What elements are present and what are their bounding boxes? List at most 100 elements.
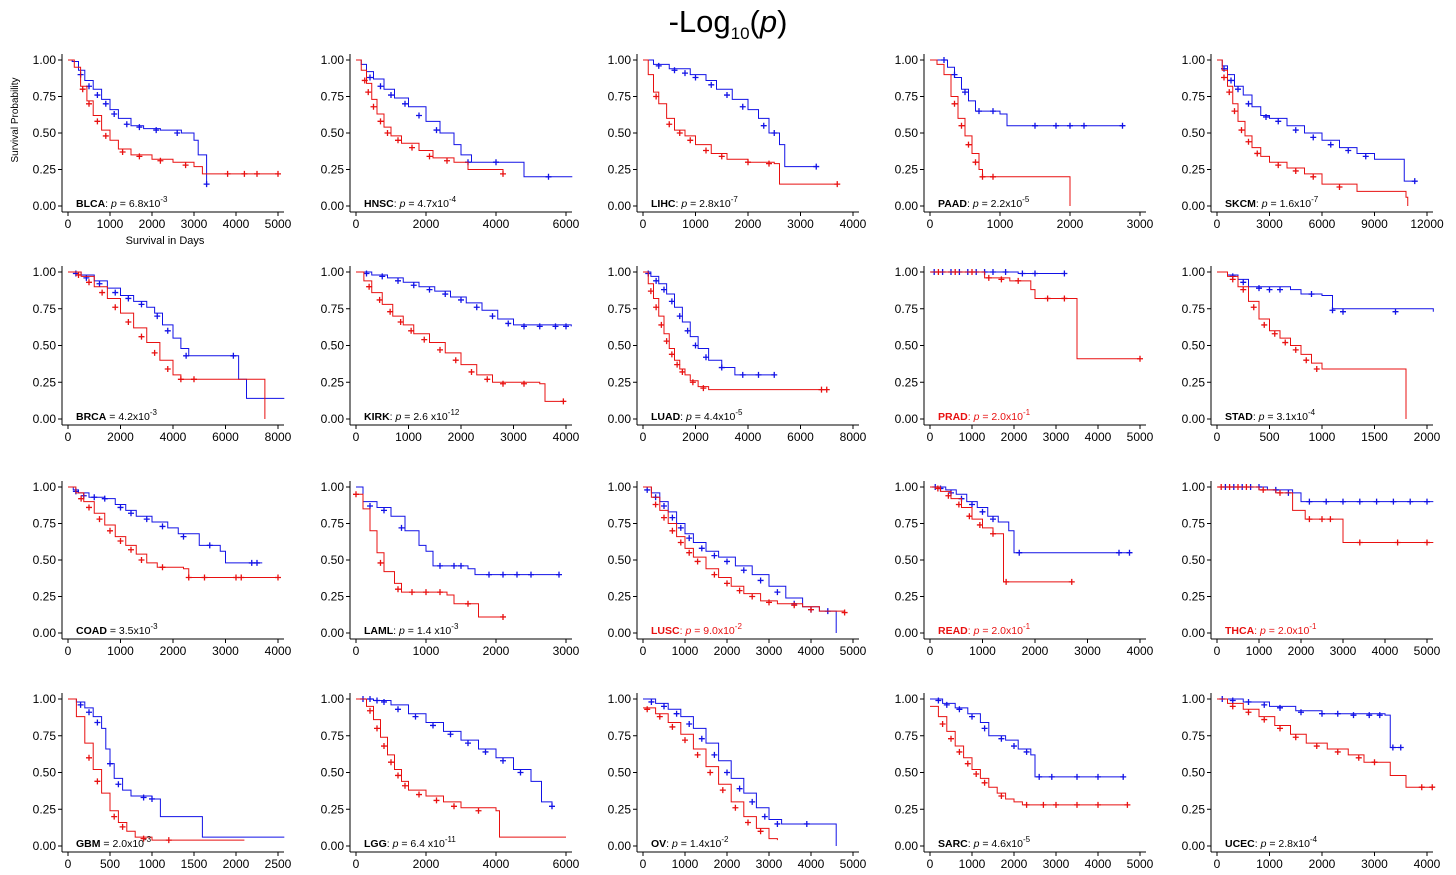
red-censor-mark: [749, 593, 756, 600]
blue-censor-mark: [164, 327, 171, 334]
red-censor-mark: [395, 586, 401, 593]
stat-equals: =: [405, 625, 417, 637]
blue-censor-mark: [410, 282, 417, 289]
y-tick-label: 0.75: [321, 517, 345, 531]
blue-censor-mark: [673, 710, 680, 717]
x-tick-label: 0: [927, 217, 934, 231]
stat-separator: :: [105, 198, 111, 210]
red-survival-curve: [1217, 59, 1409, 206]
x-tick-label: 3000: [1256, 217, 1283, 231]
blue-censor-mark: [1032, 270, 1038, 277]
red-censor-mark: [1303, 357, 1310, 364]
red-censor-mark: [663, 338, 670, 345]
blue-censor-mark: [514, 571, 520, 578]
x-tick-label: 3000: [1043, 430, 1070, 444]
red-censor-mark: [224, 170, 231, 177]
red-censor-mark: [182, 162, 189, 169]
blue-censor-mark: [724, 769, 730, 776]
x-tick-label: 2000: [1057, 217, 1084, 231]
x-tick-label: 2000: [139, 217, 166, 231]
km-panel-lusc: 0.00 0.25 0.50 0.75 1.00 0 1000 2000 3000 4000 500…: [608, 480, 867, 658]
km-panel-prad: 0.00 0.25 0.50 0.75 1.00 0 1000 2000 3000 4000 500…: [895, 265, 1154, 444]
blue-survival-curve: [68, 698, 285, 838]
red-censor-mark: [1015, 277, 1022, 284]
blue-censor-mark: [426, 286, 433, 293]
cohort-name: READ: [938, 625, 968, 637]
stat-equals: =: [109, 411, 118, 423]
y-tick-label: 0.25: [608, 163, 632, 177]
x-tick-label: 2000: [413, 217, 440, 231]
blue-censor-mark: [724, 558, 730, 565]
x-tick-label: 1000: [1246, 644, 1273, 658]
stat-label: LGG: p = 6.4 x10-11: [364, 835, 456, 850]
stat-equals: =: [687, 198, 699, 210]
red-censor-mark: [682, 737, 688, 744]
x-tick-label: 5000: [265, 217, 292, 231]
stat-separator: :: [666, 838, 672, 850]
blue-censor-mark: [708, 81, 715, 88]
stat-equals: =: [979, 625, 991, 637]
y-tick-label: 0.50: [608, 339, 632, 353]
blue-censor-mark: [956, 706, 963, 713]
red-censor-mark: [745, 159, 751, 166]
blue-censor-mark: [149, 795, 155, 802]
stat-p: p: [972, 198, 979, 210]
red-censor-mark: [669, 527, 676, 534]
blue-censor-mark: [154, 313, 161, 320]
blue-censor-mark: [367, 696, 373, 702]
y-tick-label: 0.00: [1182, 199, 1206, 213]
red-censor-mark: [75, 271, 82, 278]
x-tick-label: 1000: [395, 430, 422, 444]
blue-censor-mark: [379, 273, 386, 280]
x-tick-label: 4000: [265, 644, 292, 658]
blue-censor-mark: [1277, 704, 1283, 711]
stat-base: 6.8x10: [129, 198, 161, 210]
blue-censor-mark: [489, 313, 496, 320]
x-tick-label: 4000: [798, 644, 825, 658]
y-tick-label: 0.00: [895, 412, 919, 426]
km-panel-laml: 0.00 0.25 0.50 0.75 1.00 0 1000 2000 3000 LAML: p…: [321, 480, 580, 658]
red-censor-mark: [935, 269, 942, 275]
cohort-name: LAML: [364, 625, 394, 637]
y-tick-label: 0.00: [33, 412, 57, 426]
blue-censor-mark: [1095, 773, 1101, 780]
y-tick-label: 0.00: [895, 626, 919, 640]
blue-censor-mark: [536, 323, 543, 330]
red-censor-mark: [408, 327, 415, 334]
y-tick-label: 0.00: [608, 199, 632, 213]
x-tick-label: 0: [353, 644, 360, 658]
y-tick-label: 0.75: [33, 302, 57, 316]
km-panel-blca: 0.00 0.25 0.50 0.75 1.00 0 1000 2000 3000 4000 500…: [33, 53, 292, 231]
red-censor-mark: [125, 318, 132, 325]
stat-base: 9.0x10: [703, 625, 735, 637]
x-tick-label: 2000: [223, 857, 250, 871]
red-censor-mark: [361, 77, 368, 84]
red-censor-mark: [1275, 162, 1282, 169]
blue-censor-mark: [128, 510, 134, 517]
red-censor-mark: [500, 170, 506, 177]
blue-censor-mark: [1126, 549, 1133, 556]
blue-censor-mark: [1366, 712, 1373, 719]
x-tick-label: 1000: [959, 430, 986, 444]
blue-censor-mark: [1061, 270, 1068, 277]
red-censor-mark: [972, 159, 979, 166]
red-censor-mark: [676, 130, 683, 136]
red-survival-curve: [930, 271, 1140, 360]
x-tick-label: 6000: [212, 430, 239, 444]
blue-censor-mark: [755, 371, 762, 378]
km-panel-sarc: 0.00 0.25 0.50 0.75 1.00 0 1000 2000 3000 4000 500…: [895, 692, 1154, 871]
blue-censor-mark: [138, 301, 145, 308]
red-censor-mark: [366, 283, 373, 290]
x-tick-label: 0: [1214, 430, 1221, 444]
blue-survival-curve: [643, 698, 837, 846]
km-panel-luad: 0.00 0.25 0.50 0.75 1.00 0 2000 4000 6000 8000 LUA…: [608, 265, 867, 444]
y-tick-label: 0.50: [608, 126, 632, 140]
y-tick-label: 0.75: [1182, 90, 1206, 104]
x-tick-label: 2000: [1309, 857, 1336, 871]
stat-label: SARC: p = 4.6x10-5: [938, 835, 1031, 850]
y-tick-label: 0.25: [321, 375, 345, 389]
blue-censor-mark: [686, 720, 693, 727]
blue-censor-mark: [1390, 498, 1397, 505]
x-axis-label: Survival in Days: [126, 235, 205, 247]
red-censor-mark: [99, 289, 106, 296]
